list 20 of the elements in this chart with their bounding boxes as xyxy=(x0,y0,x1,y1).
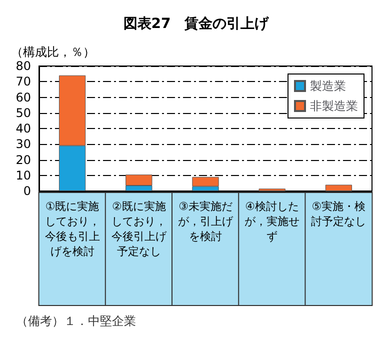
y-tick-label: 80 xyxy=(16,59,31,73)
y-tick-label: 50 xyxy=(16,106,31,120)
text: （備考）１．中堅企業 xyxy=(16,314,136,328)
chart-title: 図表27 賃金の引上げ xyxy=(123,16,270,32)
x-tick-label: ②既に実施しており，今後引上げ予定なし xyxy=(111,200,168,258)
legend-label: 製造業 xyxy=(310,79,346,93)
y-tick-label: 60 xyxy=(16,90,31,104)
y-tick-label: 10 xyxy=(16,168,31,182)
x-tick-label: ⑤実施・検討予定なし xyxy=(311,200,366,228)
x-tick-label: ①既に実施しており，今後も引上げを検討 xyxy=(44,200,100,258)
x-tick-label: ④検討したが，実施せず xyxy=(244,200,300,243)
y-tick-label: 70 xyxy=(16,74,31,89)
legend-label: 非製造業 xyxy=(310,99,358,113)
y-tick-label: 20 xyxy=(16,152,31,167)
y-axis-title: （構成比，％） xyxy=(11,45,95,59)
bar xyxy=(325,184,352,191)
y-tick-label: 40 xyxy=(16,122,31,136)
x-tick-label: ③未実施だが，引上げを検討 xyxy=(178,200,234,243)
y-tick-label: 30 xyxy=(16,137,31,152)
y-tick-label: 0 xyxy=(23,184,31,198)
